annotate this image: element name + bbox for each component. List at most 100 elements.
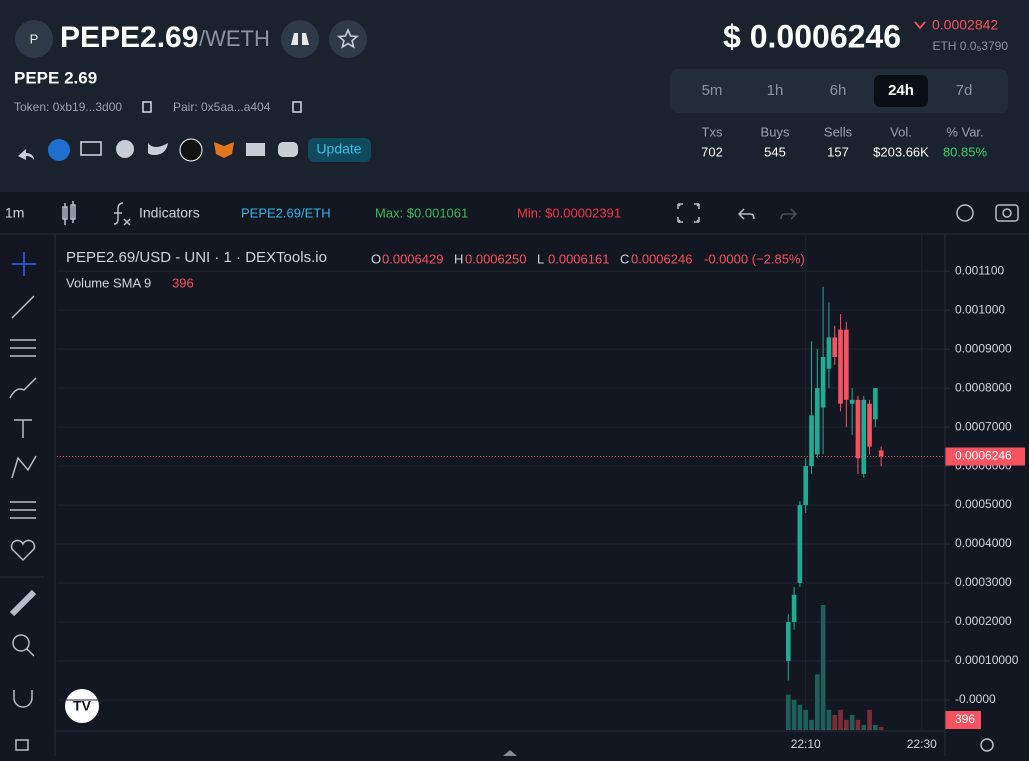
ohlc-legend: O 0.0006429 H 0.0006250 L 0.0006161 C 0.0006246 bbox=[371, 251, 692, 266]
pair-address[interactable]: Pair: 0x5aa...a404 bbox=[173, 100, 271, 114]
magnet-tool[interactable] bbox=[13, 690, 33, 708]
prediction-tool[interactable] bbox=[10, 501, 36, 519]
metamask-icon[interactable] bbox=[214, 142, 234, 158]
dex-icon[interactable] bbox=[179, 138, 203, 162]
legend-title: PEPE2.69/USD - UNI · 1 · DEXTools.io bbox=[66, 249, 327, 266]
token-address[interactable]: Token: 0xb19...3d00 bbox=[14, 100, 122, 114]
axis-settings-icon[interactable] bbox=[980, 738, 994, 752]
candle-body bbox=[803, 466, 809, 506]
ohlc-letter: C bbox=[620, 251, 629, 266]
update-button[interactable] bbox=[308, 138, 371, 162]
email-icon[interactable] bbox=[246, 143, 265, 156]
pattern-tool[interactable] bbox=[11, 455, 37, 479]
y-tick-label: -0.0000 bbox=[955, 692, 996, 706]
lock-tool[interactable] bbox=[15, 739, 29, 751]
candle-body bbox=[867, 403, 872, 447]
candle-body bbox=[785, 622, 791, 662]
share-icon[interactable] bbox=[18, 149, 34, 160]
indicators-icon[interactable] bbox=[113, 202, 131, 226]
settings-icon[interactable] bbox=[956, 204, 974, 222]
candle-type-icon[interactable] bbox=[62, 201, 76, 225]
brush-tool[interactable] bbox=[9, 377, 37, 399]
stat-value: 80.85% bbox=[943, 144, 988, 159]
volume-bar bbox=[844, 719, 849, 730]
stat-label: Sells bbox=[824, 124, 853, 139]
undo-icon[interactable] bbox=[737, 208, 755, 220]
y-tick-label: 0.0005000 bbox=[955, 497, 1012, 511]
twitter-icon[interactable] bbox=[148, 143, 168, 155]
timeframe[interactable]: 5m bbox=[702, 82, 723, 99]
volume-bar bbox=[820, 604, 826, 730]
ohlc-value: 0.0006250 bbox=[465, 251, 526, 266]
timeframe[interactable]: 7d bbox=[956, 82, 973, 99]
y-tick-label: 0.0007000 bbox=[955, 419, 1012, 433]
favorite-button[interactable] bbox=[329, 20, 367, 58]
zoom-tool[interactable] bbox=[12, 634, 30, 652]
timeframe[interactable]: 6h bbox=[830, 82, 847, 99]
ruler-tool[interactable] bbox=[9, 589, 37, 617]
timeframe[interactable]: 1h bbox=[767, 82, 784, 99]
fullscreen-icon[interactable] bbox=[677, 203, 700, 223]
stats: Txs 702 Buys 545 Sells 157 Vol. $203.66K % Var. 8… bbox=[701, 124, 987, 159]
website-icon[interactable] bbox=[80, 141, 102, 156]
ohlc-value: 0.0006429 bbox=[382, 251, 443, 266]
screenshot-icon[interactable] bbox=[995, 204, 1019, 222]
indicators[interactable]: Indicators bbox=[139, 205, 200, 221]
star-icon bbox=[337, 27, 359, 49]
volume-bar bbox=[814, 674, 820, 730]
candle-body bbox=[809, 415, 814, 467]
timeframe-active bbox=[874, 75, 928, 107]
ohlc-value: 0.0006161 bbox=[548, 251, 609, 266]
volume-bar bbox=[855, 719, 861, 730]
social-links bbox=[18, 138, 298, 162]
scroll-arrow[interactable] bbox=[503, 750, 517, 756]
symbol: PEPE2.69 bbox=[60, 21, 198, 54]
volume-bar bbox=[867, 709, 872, 730]
y-tick-label: 0.0008000 bbox=[955, 380, 1012, 394]
drawing-tools bbox=[0, 252, 44, 751]
timeframe[interactable]: 24h bbox=[888, 82, 914, 99]
candle-body bbox=[838, 329, 843, 404]
volume-bar bbox=[873, 724, 878, 730]
y-tick-label: 0.001100 bbox=[955, 263, 1004, 277]
favorites-tool[interactable] bbox=[10, 539, 36, 562]
down-arrow bbox=[914, 21, 926, 30]
volume-bar bbox=[785, 694, 791, 730]
volume-bar bbox=[803, 709, 809, 730]
min-price: Min: $0.00002391 bbox=[517, 205, 621, 220]
price-change: 0.0002842 bbox=[932, 17, 998, 33]
volume-sma-tag-label: 396 bbox=[955, 712, 975, 726]
telegram-icon[interactable] bbox=[116, 140, 134, 158]
binoculars-icon bbox=[291, 33, 309, 45]
interval[interactable]: 1m bbox=[5, 205, 24, 221]
volume-bar bbox=[878, 726, 884, 730]
eth-price: ETH 0.0₅3790 bbox=[932, 39, 1008, 53]
copy-icon[interactable] bbox=[142, 101, 152, 113]
token-name: PEPE 2.69 bbox=[14, 68, 97, 87]
candle-body bbox=[826, 337, 832, 369]
crosshair-tool[interactable] bbox=[12, 252, 36, 276]
volume-bar bbox=[849, 714, 855, 730]
fib-tool[interactable] bbox=[10, 339, 36, 357]
binoculars-button[interactable] bbox=[281, 20, 319, 58]
ohlc-letter: O bbox=[371, 251, 381, 266]
volume-bar bbox=[861, 724, 867, 730]
y-tick-label: 0.001000 bbox=[955, 302, 1005, 316]
tradingview-logo[interactable] bbox=[65, 689, 99, 723]
x-tick-label: 22:30 bbox=[907, 737, 937, 751]
copy-icon[interactable] bbox=[292, 101, 302, 113]
screenshot-lens bbox=[1002, 208, 1012, 218]
explorer-icon[interactable] bbox=[48, 139, 70, 161]
update-label[interactable]: Update bbox=[316, 141, 361, 157]
candle-body bbox=[855, 399, 861, 459]
trendline-tool[interactable] bbox=[11, 295, 35, 319]
discord-icon[interactable] bbox=[278, 142, 298, 157]
last-price-label: 0.0006246 bbox=[955, 449, 1012, 463]
candle-body bbox=[849, 399, 855, 404]
token-avatar bbox=[15, 20, 53, 58]
last-price-tag bbox=[945, 447, 1025, 466]
text-tool[interactable] bbox=[14, 419, 32, 438]
volume-bar bbox=[797, 704, 803, 730]
